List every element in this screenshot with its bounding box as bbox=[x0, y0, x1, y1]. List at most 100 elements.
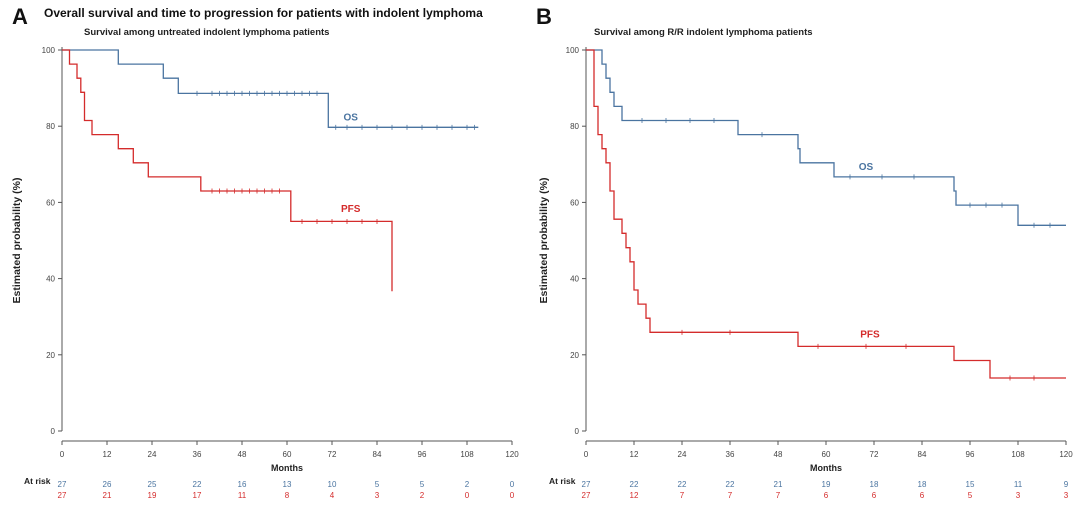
pb-at-risk-os-value: 21 bbox=[774, 480, 783, 489]
pb-x-tick-label: 60 bbox=[822, 450, 831, 459]
pb-at-risk-pfs-value: 7 bbox=[728, 491, 733, 500]
pb-x-tick-label: 84 bbox=[918, 450, 927, 459]
pa-x-tick-label: 84 bbox=[373, 450, 382, 459]
pb-at-risk-os-value: 18 bbox=[918, 480, 927, 489]
pa-at-risk-os-value: 27 bbox=[58, 480, 67, 489]
pa-y-tick-label: 0 bbox=[51, 427, 56, 436]
pa-pfs-label: PFS bbox=[341, 204, 361, 215]
pa-x-tick-label: 96 bbox=[418, 450, 427, 459]
pb-at-risk-label: At risk bbox=[549, 476, 576, 486]
pb-at-risk-os-value: 11 bbox=[1014, 480, 1023, 489]
pb-at-risk-os-value: 22 bbox=[726, 480, 735, 489]
pb-os-curve bbox=[586, 49, 1066, 226]
pa-x-tick-label: 0 bbox=[60, 450, 65, 459]
pa-at-risk-os-value: 5 bbox=[375, 480, 380, 489]
pa-at-risk-pfs-value: 11 bbox=[238, 491, 247, 500]
pb-x-tick-label: 120 bbox=[1059, 450, 1073, 459]
pb-x-tick-label: 24 bbox=[678, 450, 687, 459]
pa-x-tick-label: 108 bbox=[460, 450, 474, 459]
pa-at-risk-pfs-value: 4 bbox=[330, 491, 335, 500]
pb-at-risk-pfs-value: 6 bbox=[824, 491, 829, 500]
pa-x-tick-label: 60 bbox=[283, 450, 292, 459]
pb-at-risk-os-value: 9 bbox=[1064, 480, 1069, 489]
pb-at-risk-pfs-value: 7 bbox=[776, 491, 781, 500]
pa-at-risk-pfs-value: 0 bbox=[465, 491, 470, 500]
pb-x-tick-label: 0 bbox=[584, 450, 589, 459]
pa-at-risk-pfs-value: 8 bbox=[285, 491, 290, 500]
pa-at-risk-os-value: 13 bbox=[283, 480, 292, 489]
pa-at-risk-pfs-value: 0 bbox=[510, 491, 515, 500]
pb-at-risk-os-value: 19 bbox=[822, 480, 831, 489]
pa-x-tick-label: 12 bbox=[103, 450, 112, 459]
pa-at-risk-os-value: 25 bbox=[148, 480, 157, 489]
pa-y-tick-label: 40 bbox=[46, 275, 55, 284]
pa-at-risk-pfs-value: 3 bbox=[375, 491, 380, 500]
pb-x-tick-label: 48 bbox=[774, 450, 783, 459]
pa-at-risk-os-value: 5 bbox=[420, 480, 425, 489]
pa-at-risk-os-value: 16 bbox=[238, 480, 247, 489]
pb-pfs-label: PFS bbox=[860, 330, 880, 341]
pa-x-tick-label: 48 bbox=[238, 450, 247, 459]
pb-at-risk-os-value: 22 bbox=[630, 480, 639, 489]
pa-at-risk-pfs-value: 17 bbox=[193, 491, 202, 500]
pb-at-risk-pfs-value: 12 bbox=[630, 491, 639, 500]
pa-at-risk-pfs-value: 27 bbox=[58, 491, 67, 500]
pb-pfs-curve bbox=[586, 49, 1066, 379]
pa-x-tick-label: 72 bbox=[328, 450, 337, 459]
pa-y-tick-label: 20 bbox=[46, 351, 55, 360]
pb-y-tick-label: 0 bbox=[575, 427, 580, 436]
pb-x-tick-label: 108 bbox=[1011, 450, 1025, 459]
pb-y-tick-label: 100 bbox=[566, 46, 580, 55]
pb-at-risk-os-value: 15 bbox=[966, 480, 975, 489]
pa-at-risk-pfs-value: 21 bbox=[103, 491, 112, 500]
pb-at-risk-os-value: 18 bbox=[870, 480, 879, 489]
pa-at-risk-pfs-value: 19 bbox=[148, 491, 157, 500]
pa-y-tick-label: 100 bbox=[42, 46, 56, 55]
pb-y-tick-label: 60 bbox=[570, 198, 579, 207]
pb-at-risk-pfs-value: 27 bbox=[582, 491, 591, 500]
panel-letter-b: B bbox=[536, 4, 552, 29]
pb-y-tick-label: 80 bbox=[570, 122, 579, 131]
pb-at-risk-pfs-value: 6 bbox=[872, 491, 877, 500]
pb-x-axis-label: Months bbox=[810, 463, 842, 473]
panel-letter-a: A bbox=[12, 4, 28, 29]
pa-y-tick-label: 80 bbox=[46, 122, 55, 131]
pb-x-tick-label: 36 bbox=[726, 450, 735, 459]
pb-y-tick-label: 20 bbox=[570, 351, 579, 360]
pb-at-risk-os-value: 27 bbox=[582, 480, 591, 489]
pa-at-risk-label: At risk bbox=[24, 476, 51, 486]
pa-os-curve bbox=[62, 49, 479, 128]
pa-os-label: OS bbox=[344, 112, 359, 123]
pa-pfs-curve bbox=[62, 49, 393, 292]
pa-at-risk-os-value: 26 bbox=[103, 480, 112, 489]
pb-y-axis-label: Estimated probability (%) bbox=[538, 177, 550, 303]
pb-x-tick-label: 96 bbox=[966, 450, 975, 459]
pa-at-risk-os-value: 10 bbox=[328, 480, 337, 489]
pb-at-risk-pfs-value: 3 bbox=[1064, 491, 1069, 500]
pa-x-axis-label: Months bbox=[271, 463, 303, 473]
pb-at-risk-pfs-value: 6 bbox=[920, 491, 925, 500]
pb-y-tick-label: 40 bbox=[570, 275, 579, 284]
pb-at-risk-pfs-value: 7 bbox=[680, 491, 685, 500]
pb-x-tick-label: 12 bbox=[630, 450, 639, 459]
pa-subtitle: Survival among untreated indolent lympho… bbox=[84, 27, 329, 38]
pa-x-tick-label: 24 bbox=[148, 450, 157, 459]
pa-at-risk-os-value: 2 bbox=[465, 480, 470, 489]
pb-subtitle: Survival among R/R indolent lymphoma pat… bbox=[594, 27, 813, 38]
panel-b-chart: Survival among R/R indolent lymphoma pat… bbox=[538, 27, 1073, 500]
pa-at-risk-pfs-value: 2 bbox=[420, 491, 425, 500]
pb-at-risk-os-value: 22 bbox=[678, 480, 687, 489]
pb-at-risk-pfs-value: 5 bbox=[968, 491, 973, 500]
pb-os-label: OS bbox=[859, 162, 874, 173]
pa-y-tick-label: 60 bbox=[46, 198, 55, 207]
panel-a-chart: Survival among untreated indolent lympho… bbox=[11, 27, 519, 500]
pa-y-axis-label: Estimated probability (%) bbox=[11, 177, 23, 303]
pa-x-tick-label: 120 bbox=[505, 450, 519, 459]
pb-at-risk-pfs-value: 3 bbox=[1016, 491, 1021, 500]
pa-at-risk-os-value: 0 bbox=[510, 480, 515, 489]
pb-x-tick-label: 72 bbox=[870, 450, 879, 459]
figure-title: Overall survival and time to progression… bbox=[44, 6, 483, 20]
pa-at-risk-os-value: 22 bbox=[193, 480, 202, 489]
pa-x-tick-label: 36 bbox=[193, 450, 202, 459]
